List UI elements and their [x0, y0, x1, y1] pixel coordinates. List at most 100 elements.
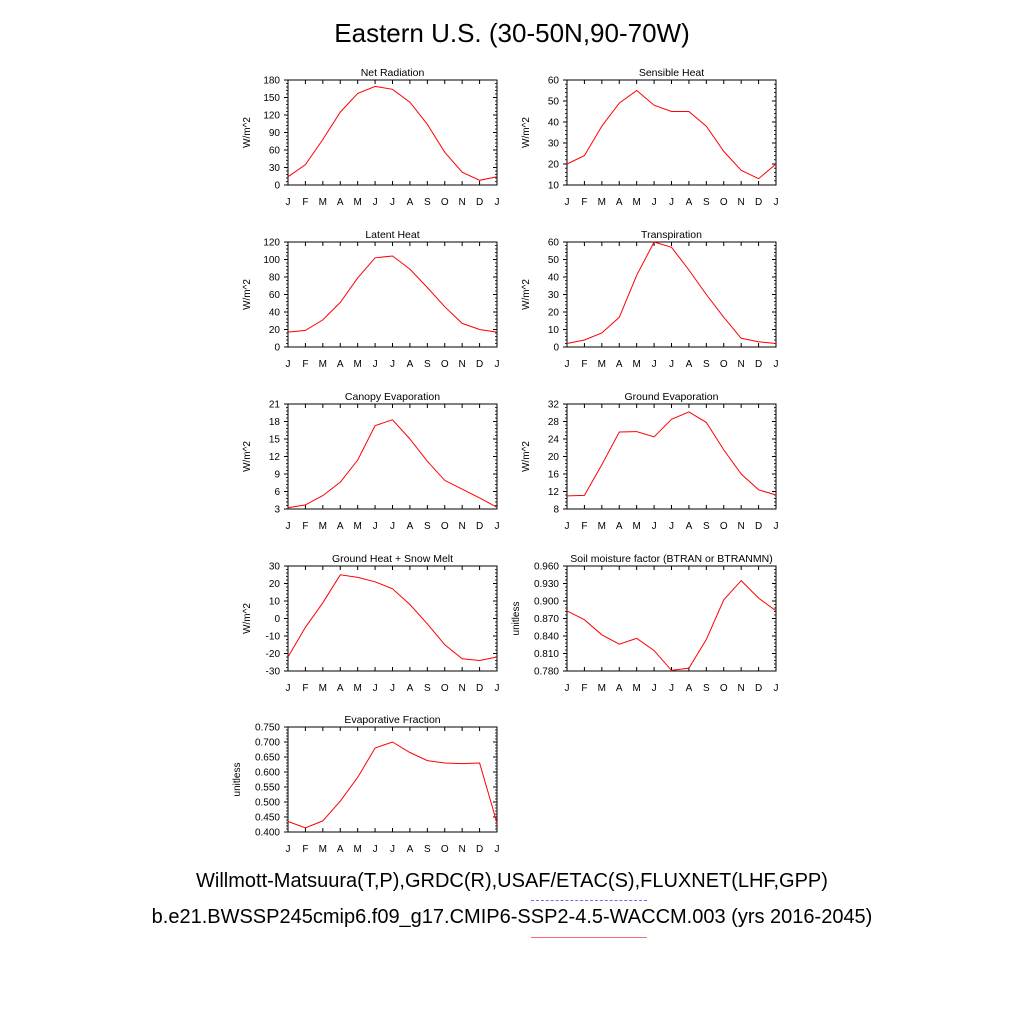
- chart-title: Evaporative Fraction: [344, 714, 440, 726]
- x-tick-label: J: [774, 521, 779, 532]
- y-tick-label: 0.650: [255, 753, 280, 764]
- y-tick-label: 20: [269, 579, 281, 590]
- x-tick-label: J: [669, 521, 674, 532]
- x-tick-label: D: [755, 197, 762, 208]
- y-tick-label: 60: [548, 238, 560, 249]
- x-tick-label: M: [319, 197, 327, 208]
- x-tick-label: M: [319, 521, 327, 532]
- y-tick-label: 10: [548, 181, 560, 192]
- y-axis-label: W/m^2: [242, 441, 253, 472]
- x-tick-label: F: [581, 359, 587, 370]
- y-tick-label: 9: [274, 470, 280, 481]
- x-tick-label: A: [686, 197, 693, 208]
- x-tick-label: J: [565, 197, 570, 208]
- x-tick-label: F: [302, 197, 308, 208]
- x-tick-label: J: [495, 359, 500, 370]
- x-tick-label: M: [632, 683, 640, 694]
- x-tick-label: O: [720, 197, 728, 208]
- y-axis-label: W/m^2: [242, 279, 253, 310]
- y-tick-label: 60: [269, 290, 281, 301]
- y-tick-label: 28: [548, 417, 560, 428]
- x-tick-label: S: [424, 844, 431, 855]
- x-tick-label: N: [738, 197, 745, 208]
- x-tick-label: J: [669, 683, 674, 694]
- y-tick-label: -30: [266, 667, 281, 678]
- x-tick-label: J: [390, 521, 395, 532]
- y-tick-label: 12: [548, 487, 560, 498]
- chart-title: Transpiration: [641, 229, 702, 241]
- x-tick-label: J: [565, 521, 570, 532]
- x-tick-label: J: [373, 197, 378, 208]
- x-tick-label: D: [755, 359, 762, 370]
- observations-caption: Willmott-Matsuura(T,P),GRDC(R),USAF/ETAC…: [196, 870, 828, 892]
- y-tick-label: 12: [269, 452, 281, 463]
- x-tick-label: J: [652, 521, 657, 532]
- y-tick-label: 24: [548, 435, 560, 446]
- x-tick-label: J: [373, 844, 378, 855]
- page-title: Eastern U.S. (30-50N,90-70W): [334, 18, 690, 48]
- y-tick-label: 80: [269, 273, 281, 284]
- y-tick-label: 6: [274, 487, 280, 498]
- x-tick-label: N: [459, 359, 466, 370]
- y-tick-label: 50: [548, 255, 560, 266]
- chart-title: Latent Heat: [365, 229, 419, 241]
- x-tick-label: N: [738, 359, 745, 370]
- x-tick-label: J: [565, 683, 570, 694]
- x-tick-label: M: [353, 683, 361, 694]
- x-tick-label: O: [720, 683, 728, 694]
- series-line: [287, 574, 498, 662]
- y-axis-label: W/m^2: [242, 117, 253, 148]
- y-tick-label: 0.600: [255, 768, 280, 779]
- y-tick-label: 150: [263, 93, 280, 104]
- x-tick-label: A: [337, 197, 344, 208]
- x-tick-label: O: [720, 359, 728, 370]
- x-tick-label: A: [686, 521, 693, 532]
- x-tick-label: J: [495, 521, 500, 532]
- y-tick-label: 0.870: [534, 614, 559, 625]
- y-tick-label: 100: [263, 255, 280, 266]
- chart-soil-moisture-factor: Soil moisture factor (BTRAN or BTRANMN) J…: [511, 553, 779, 694]
- y-tick-label: 15: [269, 435, 281, 446]
- y-tick-label: 40: [269, 308, 281, 319]
- y-tick-label: 0.700: [255, 738, 280, 749]
- y-tick-label: 0: [553, 343, 559, 354]
- x-tick-label: J: [652, 359, 657, 370]
- x-tick-label: A: [686, 359, 693, 370]
- y-tick-label: 0: [274, 181, 280, 192]
- x-tick-label: F: [302, 683, 308, 694]
- y-tick-label: 0.960: [534, 562, 559, 573]
- y-tick-label: 32: [548, 400, 560, 411]
- y-tick-label: 40: [548, 118, 560, 129]
- x-tick-label: O: [441, 359, 449, 370]
- y-tick-label: 60: [269, 146, 281, 157]
- y-tick-label: 60: [548, 76, 560, 87]
- y-tick-label: 40: [548, 273, 560, 284]
- y-tick-label: 20: [269, 325, 281, 336]
- x-tick-label: S: [703, 197, 710, 208]
- y-tick-label: 50: [548, 97, 560, 108]
- y-tick-label: -20: [266, 649, 281, 660]
- x-tick-label: J: [390, 683, 395, 694]
- x-tick-label: J: [286, 197, 291, 208]
- y-tick-label: 30: [548, 290, 560, 301]
- plot-frame: [287, 79, 498, 186]
- chart-title: Ground Evaporation: [625, 391, 719, 403]
- x-tick-label: S: [703, 521, 710, 532]
- x-tick-label: M: [598, 359, 606, 370]
- chart-title: Ground Heat + Snow Melt: [332, 553, 453, 565]
- x-tick-label: M: [632, 521, 640, 532]
- x-tick-label: J: [774, 683, 779, 694]
- x-tick-label: S: [424, 359, 431, 370]
- x-tick-label: O: [441, 844, 449, 855]
- plot-frame: [287, 726, 498, 833]
- x-tick-label: N: [459, 521, 466, 532]
- y-tick-label: 18: [269, 417, 281, 428]
- y-tick-label: 0: [274, 614, 280, 625]
- x-tick-label: J: [390, 197, 395, 208]
- x-tick-label: J: [286, 844, 291, 855]
- x-tick-label: N: [459, 844, 466, 855]
